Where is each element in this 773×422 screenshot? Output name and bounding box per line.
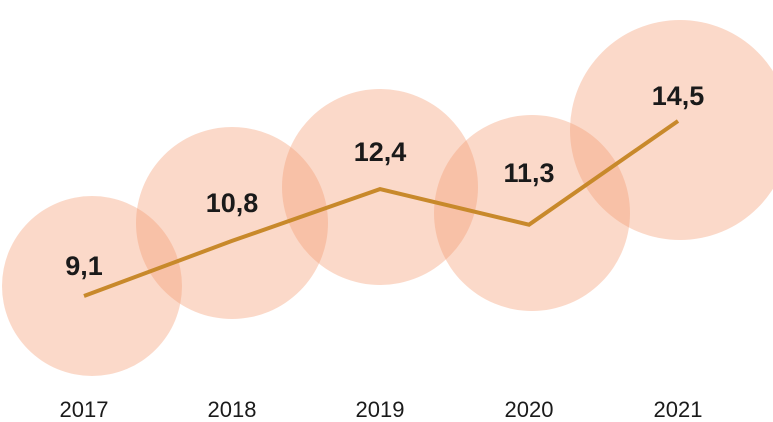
bubble-2018 (136, 127, 328, 319)
bubble-2020 (434, 115, 630, 311)
bubble-2021 (570, 20, 773, 240)
data-label: 12,4 (354, 137, 407, 167)
x-axis-labels: 2017 2018 2019 2020 2021 (60, 397, 703, 422)
data-label: 14,5 (652, 81, 705, 111)
bubbles (2, 20, 773, 376)
x-tick-label: 2020 (505, 397, 554, 422)
series-line (83, 119, 680, 298)
x-tick-label: 2017 (60, 397, 109, 422)
x-tick-label: 2021 (654, 397, 703, 422)
data-label: 10,8 (206, 188, 259, 218)
data-label: 11,3 (503, 158, 554, 188)
x-tick-label: 2019 (356, 397, 405, 422)
data-label: 9,1 (65, 251, 103, 281)
value-labels: 9,1 10,8 12,4 11,3 14,5 (65, 81, 704, 281)
x-tick-label: 2018 (208, 397, 257, 422)
bubble-2019 (282, 89, 478, 285)
bubble-2017 (2, 196, 182, 376)
